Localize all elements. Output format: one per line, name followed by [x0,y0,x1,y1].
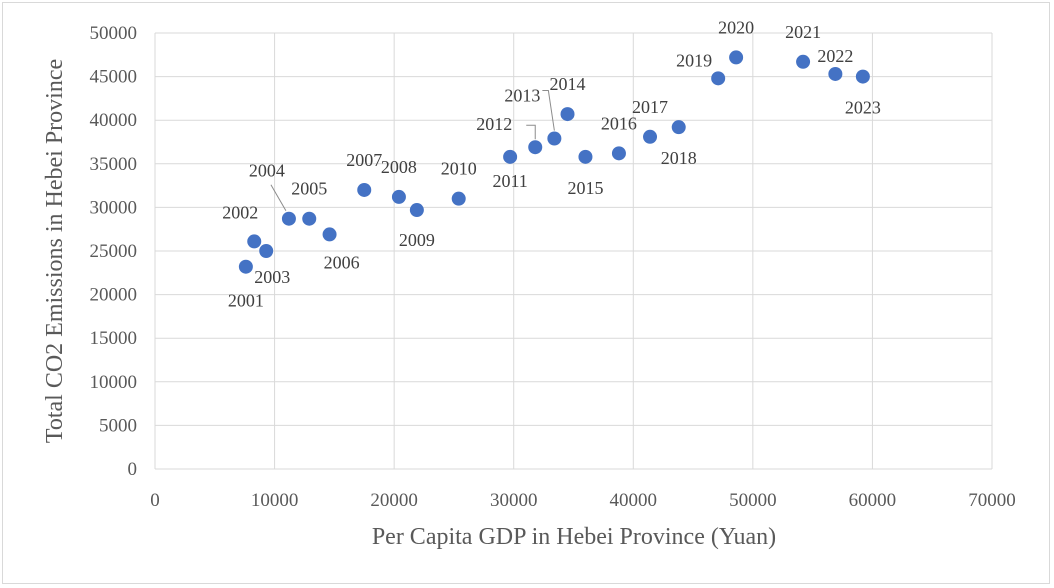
point-label-2021: 2021 [785,22,821,42]
y-tick-label: 40000 [90,110,138,131]
data-point-2007 [357,182,372,197]
y-tick-label: 30000 [90,197,138,218]
gridlines [154,32,993,470]
y-tick-label: 35000 [90,154,138,175]
x-tick-label: 10000 [251,490,299,511]
leader-line-2012 [526,124,536,140]
data-point-2004 [281,211,296,226]
data-point-2013 [547,131,562,146]
point-label-2020: 2020 [718,17,754,37]
data-point-2005 [302,211,317,226]
y-tick-label: 50000 [90,23,138,44]
data-point-2014 [560,107,575,122]
x-axis-title: Per Capita GDP in Hebei Province (Yuan) [372,524,776,550]
x-tick-label: 70000 [968,490,1016,511]
data-point-2023 [855,69,870,84]
point-label-2017: 2017 [632,97,668,117]
y-axis-title: Total CO2 Emissions in Hebei Province [42,59,68,443]
y-tick-label: 45000 [90,67,138,88]
data-point-2015 [578,149,593,164]
point-label-2013: 2013 [504,86,540,106]
point-label-2008: 2008 [381,157,417,177]
data-point-2011 [503,149,518,164]
point-label-2012: 2012 [476,114,512,134]
point-label-2018: 2018 [661,148,697,168]
y-tick-label: 20000 [90,285,138,306]
y-axis-ticks: 0 5000 10000 15000 20000 25000 30000 35000 40000… [90,23,138,480]
data-point-2017 [643,129,658,144]
x-tick-label: 30000 [490,490,538,511]
x-tick-label: 60000 [849,490,897,511]
point-label-2006: 2006 [324,252,360,272]
leader-line-2004 [270,184,287,211]
point-label-2016: 2016 [601,113,637,133]
data-point-2016 [611,146,626,161]
data-point-2009 [409,203,424,218]
y-tick-label: 25000 [90,241,138,262]
point-label-2011: 2011 [492,171,527,191]
point-label-2019: 2019 [676,50,712,70]
x-axis-ticks: 0 10000 20000 30000 40000 50000 60000 70000 [150,490,1016,511]
point-label-2010: 2010 [441,159,477,179]
y-tick-label: 10000 [90,372,138,393]
data-points [238,50,870,274]
data-point-2019 [711,71,726,86]
y-tick-label: 15000 [90,328,138,349]
label-leader-lines [270,90,555,211]
x-tick-label: 50000 [729,490,777,511]
point-label-2022: 2022 [817,46,853,66]
point-label-2007: 2007 [346,150,382,170]
leader-line-2013 [542,90,555,131]
point-label-2002: 2002 [222,202,258,222]
point-label-2014: 2014 [550,74,586,94]
point-label-2023: 2023 [845,98,881,118]
y-tick-label: 5000 [99,415,137,436]
point-label-2001: 2001 [228,291,264,311]
data-point-2001 [238,259,253,274]
data-point-2010 [451,191,466,206]
x-tick-label: 20000 [370,490,418,511]
point-label-2005: 2005 [291,179,327,199]
point-label-2003: 2003 [254,267,290,287]
data-point-2006 [322,227,337,242]
point-label-2009: 2009 [399,230,435,250]
data-point-2003 [259,244,274,258]
x-tick-label: 40000 [610,490,658,511]
data-point-2018 [671,120,686,135]
data-point-2002 [247,234,262,249]
point-label-2015: 2015 [567,178,603,198]
data-point-2008 [391,189,406,204]
x-tick-label: 0 [150,490,160,511]
point-label-2004: 2004 [249,161,285,181]
data-point-2020 [729,50,744,65]
data-point-2021 [796,54,811,69]
y-tick-label: 0 [128,459,138,480]
data-point-2022 [828,66,843,81]
data-point-2012 [528,140,543,155]
